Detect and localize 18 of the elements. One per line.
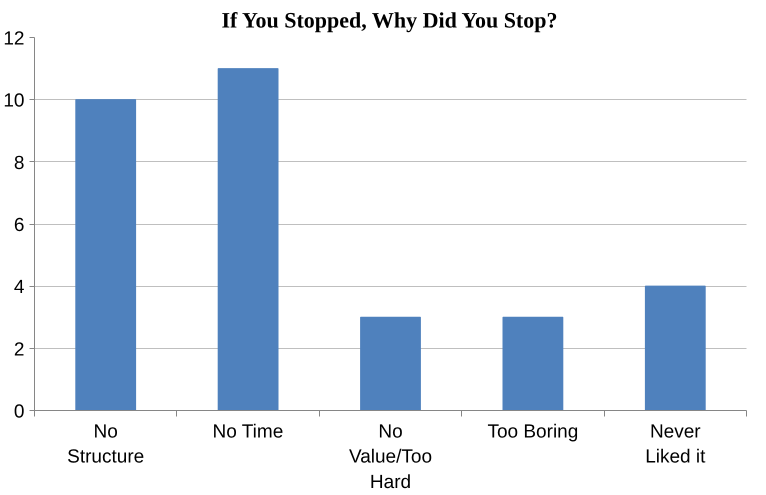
x-tick-label: Never Liked it: [645, 422, 706, 468]
y-tick-label: 2: [14, 339, 25, 360]
y-tick-label: 12: [3, 28, 25, 50]
bar: [502, 316, 564, 410]
y-tick-label: 4: [14, 277, 25, 298]
bar: [218, 68, 279, 410]
y-tick-label: 10: [3, 90, 25, 112]
bar: [644, 286, 706, 410]
bar: [75, 99, 136, 410]
bar: [360, 316, 421, 410]
y-tick-label: 8: [14, 152, 25, 174]
y-tick-label: 0: [14, 402, 25, 422]
x-tick-label: Too Boring: [487, 422, 578, 442]
chart-title: If You Stopped, Why Did You Stop?: [221, 8, 558, 32]
y-tick-label: 6: [14, 215, 25, 236]
x-tick-label: No Value/Too Hard: [348, 422, 432, 493]
x-tick-label: No Time: [212, 422, 284, 442]
x-tick-label: No Structure: [67, 422, 144, 468]
